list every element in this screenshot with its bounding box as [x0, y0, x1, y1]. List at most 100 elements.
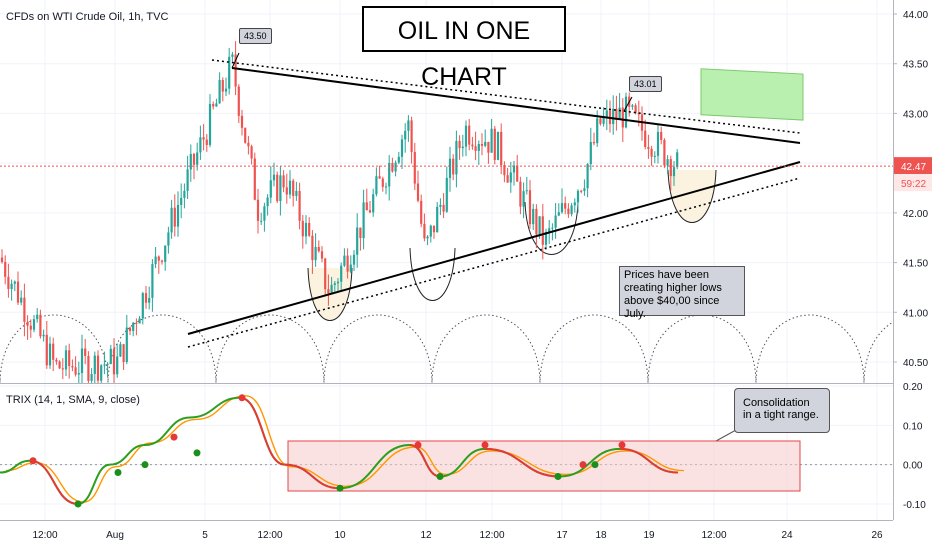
- candle-body: [84, 348, 87, 356]
- candle-body: [644, 130, 647, 147]
- candle-body: [404, 130, 407, 140]
- candle-body: [381, 178, 384, 187]
- candle-body: [55, 359, 58, 362]
- candle-body: [288, 180, 292, 195]
- candle-body: [218, 80, 221, 104]
- countdown-badge: [894, 175, 932, 192]
- candle-body: [39, 314, 42, 337]
- x-tick-label: 12:00: [701, 530, 726, 541]
- candle-body: [410, 120, 413, 152]
- candle-body: [320, 251, 324, 259]
- y-tick-label: 40.50: [903, 358, 928, 369]
- candle-body: [103, 364, 106, 366]
- candle-body: [512, 165, 516, 173]
- candle-body: [509, 172, 512, 183]
- candle-body: [61, 368, 64, 370]
- candle-body: [32, 319, 36, 330]
- triangle-trendlines: [187, 52, 801, 442]
- x-tick-label: 26: [871, 530, 883, 541]
- candle-body: [352, 254, 356, 265]
- trix-falling-segment: [484, 447, 561, 478]
- candle-body: [0, 257, 4, 262]
- candle-body: [615, 108, 618, 120]
- candle-body: [423, 223, 426, 239]
- candle-body: [250, 146, 253, 159]
- candle-body: [583, 188, 586, 191]
- indicator-title[interactable]: TRIX (14, 1, SMA, 9, close): [6, 394, 140, 406]
- trix-falling-segment: [29, 459, 79, 505]
- candle-body: [52, 343, 55, 360]
- candle-body: [231, 54, 234, 57]
- candle-body: [442, 204, 445, 212]
- candle-body: [128, 327, 132, 331]
- candle-body: [112, 348, 116, 375]
- trix-cross-markers: [29, 394, 626, 508]
- cycle-arcs: [0, 314, 893, 384]
- y-tick-label: 42.00: [903, 209, 928, 220]
- candle-body: [196, 152, 199, 165]
- candle-body: [602, 117, 605, 124]
- candle-body: [660, 131, 663, 140]
- candle-body: [612, 108, 615, 125]
- candle-body: [253, 158, 256, 200]
- candle-body: [93, 355, 96, 374]
- trix-falling-segment: [619, 447, 679, 474]
- candle-body: [224, 88, 228, 92]
- symbol-title[interactable]: CFDs on WTI Crude Oil, 1h, TVC: [6, 11, 169, 23]
- cycle-arc: [755, 314, 865, 384]
- candle-body: [500, 131, 503, 166]
- candle-body: [42, 334, 45, 337]
- candle-body: [445, 177, 448, 212]
- candle-body: [228, 56, 231, 89]
- candle-body: [90, 373, 93, 381]
- candle-body: [388, 162, 391, 187]
- ind-tick-label: -0.10: [903, 500, 926, 511]
- candle-body: [4, 261, 7, 277]
- candle-body: [160, 260, 164, 262]
- candle-body: [279, 175, 282, 202]
- trix-cross-marker: [481, 441, 489, 449]
- candle-body: [484, 141, 487, 146]
- candle-body: [535, 208, 538, 235]
- candle-body: [148, 297, 151, 303]
- signal-line: [5, 395, 685, 503]
- candle-body: [340, 265, 343, 282]
- candle-body: [516, 165, 519, 182]
- candle-body: [564, 203, 567, 209]
- candle-body: [234, 54, 237, 87]
- candle-body: [448, 158, 452, 178]
- candle-body: [541, 216, 544, 245]
- candle-body: [311, 235, 314, 261]
- candle-body: [7, 276, 10, 289]
- candle-body: [592, 142, 596, 144]
- candle-body: [266, 197, 269, 207]
- candle-body: [413, 151, 416, 184]
- trix-cross-marker: [141, 461, 149, 469]
- candle-body: [544, 231, 548, 245]
- x-tick-label: 18: [595, 530, 607, 541]
- candle-body: [599, 118, 602, 124]
- candle-body: [480, 143, 484, 146]
- candle-body: [237, 86, 240, 116]
- target-zone-box: [700, 68, 804, 121]
- lower-trendline: [187, 161, 801, 335]
- candle-body: [29, 325, 32, 330]
- candle-body: [439, 204, 442, 207]
- candle-body: [263, 206, 266, 221]
- candle-body: [141, 293, 144, 319]
- higher-lows-note: Prices have been creating higher lows ab…: [619, 266, 745, 320]
- candle-body: [138, 318, 141, 324]
- candle-body: [212, 103, 215, 107]
- candle-body: [624, 96, 628, 128]
- trix-cross-marker: [238, 394, 246, 402]
- candle-body: [189, 153, 192, 170]
- candle-body: [205, 139, 208, 145]
- candle-body: [372, 194, 375, 213]
- candle-body: [180, 197, 183, 205]
- candle-body: [100, 365, 103, 381]
- candle-body: [269, 180, 272, 198]
- candle-body: [493, 128, 496, 160]
- candle-body: [589, 142, 592, 165]
- candle-body: [359, 227, 362, 239]
- x-tick-label: 12:00: [479, 530, 504, 541]
